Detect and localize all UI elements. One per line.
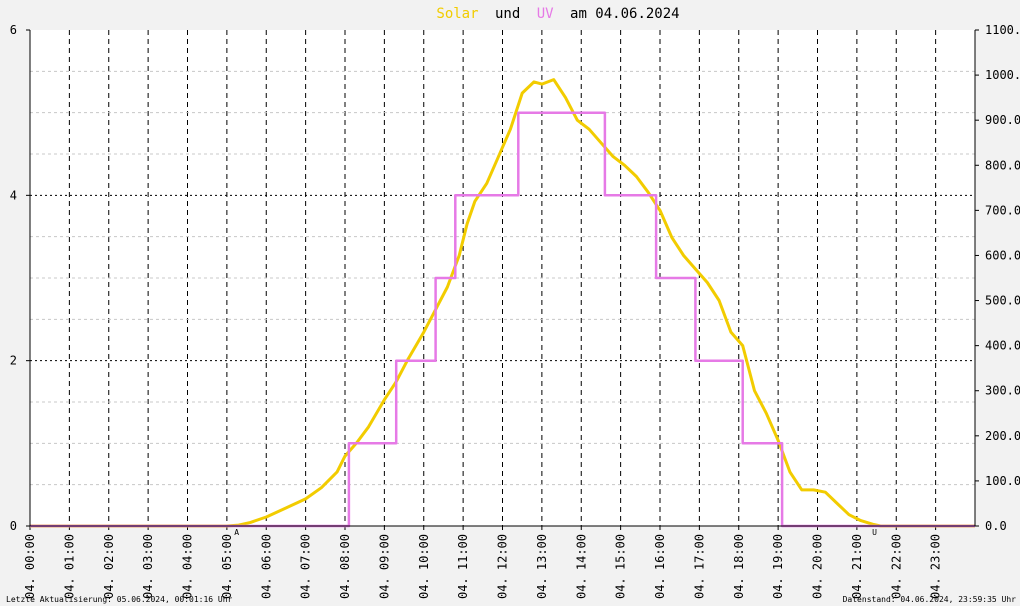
x-tick-label: 04. 00:00 <box>23 534 37 599</box>
x-tick-label: 04. 20:00 <box>811 534 825 599</box>
y-right-tick-label: 1000.0 <box>985 68 1020 82</box>
x-tick-label: 04. 11:00 <box>456 534 470 599</box>
y-right-tick-label: 500.0 <box>985 294 1020 308</box>
y-right-tick-label: 400.0 <box>985 339 1020 353</box>
y-right-tick-label: 800.0 <box>985 158 1020 172</box>
label-layer: 04. 00:00 04. 01:00 04. 02:00 04. 03:00 04. … <box>10 23 1020 599</box>
x-tick-label: 04. 02:00 <box>102 534 116 599</box>
x-tick-label: 04. 23:00 <box>929 534 943 599</box>
x-tick-label: 04. 08:00 <box>338 534 352 599</box>
y-right-tick-label: 100.0 <box>985 474 1020 488</box>
y-right-tick-label: 1100.0 <box>985 23 1020 37</box>
x-tick-label: 04. 04:00 <box>181 534 195 599</box>
title-word-date: am 04.06.2024 <box>570 6 680 22</box>
x-tick-label: 04. 06:00 <box>259 534 273 599</box>
uv-series-line <box>30 111 975 528</box>
x-tick-label: 04. 13:00 <box>535 534 549 599</box>
x-tick-label: 04. 10:00 <box>417 534 431 599</box>
title-word-und: und <box>495 6 520 22</box>
y-left-tick-label: 0 <box>10 519 17 533</box>
x-tick-label: 04. 18:00 <box>732 534 746 599</box>
x-tick-label: 04. 17:00 <box>692 534 706 599</box>
sunrise-marker: A <box>234 528 239 537</box>
series-layer <box>30 78 975 528</box>
y-right-tick-label: 900.0 <box>985 113 1020 127</box>
y-right-tick-label: 300.0 <box>985 384 1020 398</box>
y-right-tick-label: 700.0 <box>985 203 1020 217</box>
grid-layer <box>26 29 979 530</box>
x-tick-label: 04. 03:00 <box>141 534 155 599</box>
x-tick-label: 04. 16:00 <box>653 534 667 599</box>
y-right-tick-label: 200.0 <box>985 429 1020 443</box>
y-left-tick-label: 6 <box>10 23 17 37</box>
x-tick-label: 04. 09:00 <box>377 534 391 599</box>
data-status-text: Datenstand: 04.06.2024, 23:59:35 Uhr <box>843 595 1017 604</box>
x-tick-label: 04. 19:00 <box>771 534 785 599</box>
y-left-tick-label: 4 <box>10 188 17 202</box>
x-tick-label: 04. 01:00 <box>62 534 76 599</box>
sunset-marker: U <box>872 528 877 537</box>
chart-title: Solar und UV am 04.06.2024 <box>436 6 679 22</box>
x-tick-label: 04. 21:00 <box>850 534 864 599</box>
title-word-solar: Solar <box>436 6 478 22</box>
x-tick-label: 04. 22:00 <box>889 534 903 599</box>
x-tick-label: 04. 05:00 <box>220 534 234 599</box>
x-tick-label: 04. 12:00 <box>496 534 510 599</box>
y-left-tick-label: 2 <box>10 354 17 368</box>
x-tick-label: 04. 07:00 <box>299 534 313 599</box>
y-right-tick-label: 0.0 <box>985 519 1007 533</box>
x-tick-label: 04. 15:00 <box>614 534 628 599</box>
title-word-uv: UV <box>537 6 554 22</box>
x-tick-label: 04. 14:00 <box>574 534 588 599</box>
last-update-text: Letzte Aktualisierung: 05.06.2024, 00:01… <box>6 595 233 604</box>
y-right-tick-label: 600.0 <box>985 248 1020 262</box>
